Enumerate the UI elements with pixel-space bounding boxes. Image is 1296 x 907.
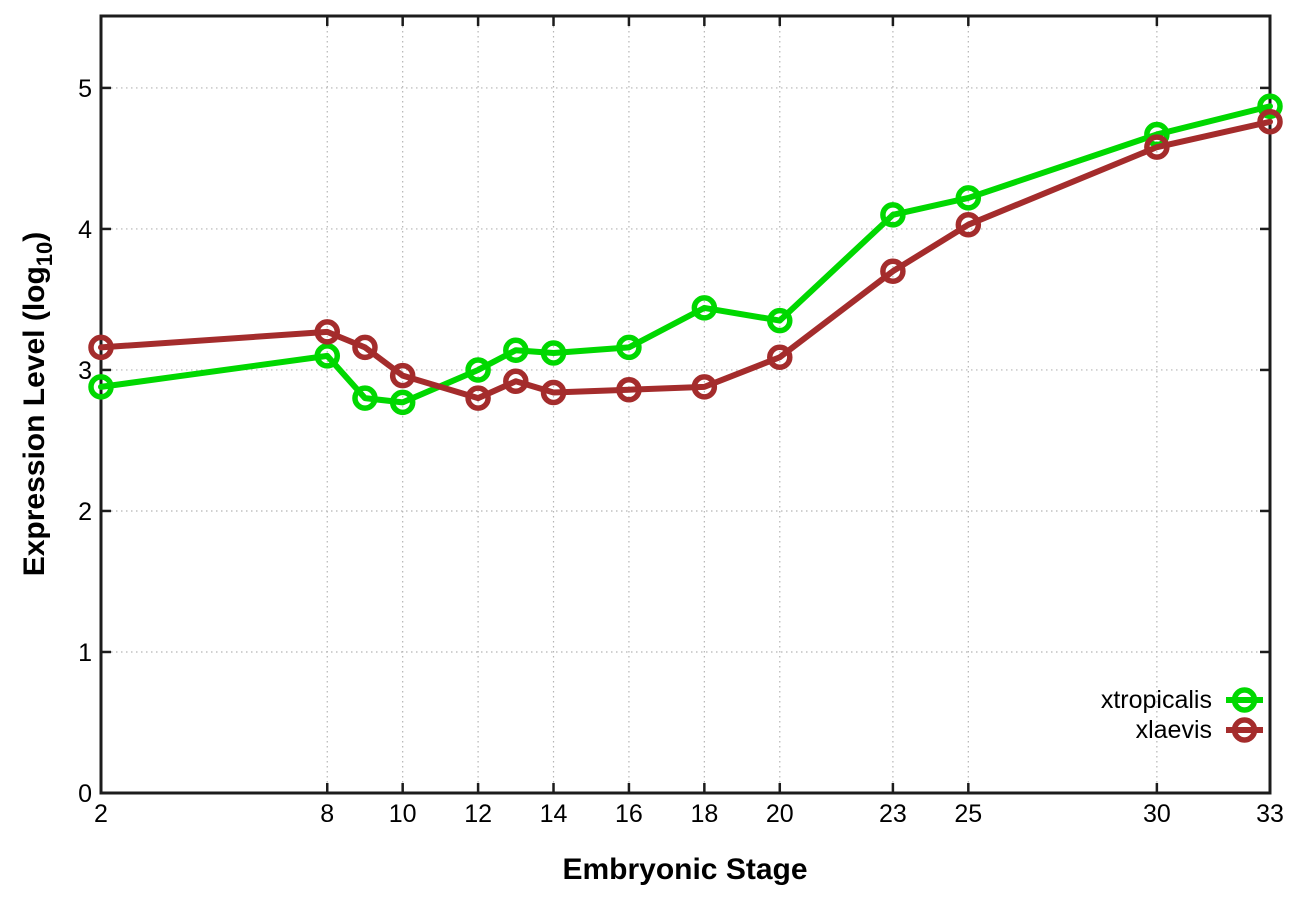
data-point-xlaevis-stage-10 [389,362,416,389]
data-point-xtropicalis-stage-14 [540,340,567,366]
x-tick-label-10: 10 [389,800,417,828]
x-tick-label-8: 8 [320,800,334,828]
data-point-xlaevis-stage-16 [616,376,642,403]
x-tick-label-2: 2 [94,800,108,828]
y-tick-label-0: 0 [78,780,92,808]
x-axis-title: Embryonic Stage [562,853,807,886]
y-axis-title-end: ) [18,232,51,242]
y-axis-title-main: Expression Level (log [18,266,51,576]
y-tick-label-5: 5 [78,75,92,103]
data-point-xlaevis-stage-14 [540,379,567,406]
grid-layer [101,16,1270,793]
data-point-xtropicalis-stage-9 [352,385,378,411]
data-point-xlaevis-stage-20 [767,344,793,371]
data-point-xtropicalis-stage-12 [465,357,491,383]
x-tick-label-30: 30 [1143,800,1171,828]
x-tick-label-25: 25 [954,800,982,828]
plot-border [99,14,1272,795]
y-tick-label-1: 1 [78,639,92,667]
data-point-xtropicalis-stage-10 [389,389,416,416]
legend-label-xlaevis: xlaevis [1136,716,1212,744]
data-point-xlaevis-stage-12 [465,385,491,411]
data-point-xlaevis-stage-33 [1257,109,1283,135]
x-tick-label-16: 16 [615,800,643,828]
y-tick-label-4: 4 [78,216,92,244]
axis-layer [99,14,1272,795]
data-point-xtropicalis-stage-23 [880,202,906,228]
y-axis-title-subscript: 10 [32,242,57,266]
x-tick-label-33: 33 [1256,800,1284,828]
x-tick-label-12: 12 [464,800,492,828]
legend-marker-xlaevis [1231,717,1258,743]
x-tick-label-18: 18 [690,800,718,828]
data-point-xlaevis-stage-2 [88,334,114,361]
data-point-xtropicalis-stage-33 [1257,93,1283,120]
data-point-xtropicalis-stage-20 [767,307,793,334]
series-line-xlaevis [98,118,1273,402]
data-point-xtropicalis-stage-8 [314,343,341,369]
legend-marker-xtropicalis [1231,687,1258,713]
data-point-xlaevis-stage-23 [880,258,906,284]
x-tick-label-23: 23 [879,800,907,828]
data-point-xtropicalis-stage-25 [955,185,982,211]
x-tick-label-20: 20 [766,800,794,828]
data-point-xlaevis-stage-13 [503,368,529,394]
data-point-xtropicalis-stage-2 [88,374,114,400]
data-point-xlaevis-stage-8 [314,319,341,345]
x-tick-label-14: 14 [540,800,568,828]
data-point-xlaevis-stage-25 [955,211,982,238]
series-line-xtropicalis [98,103,1273,406]
y-axis-title: Expression Level (log10) [18,232,57,577]
series-layer [88,93,1283,416]
y-tick-label-3: 3 [78,357,92,385]
data-point-xtropicalis-stage-18 [691,295,718,321]
legend-label-xtropicalis: xtropicalis [1101,686,1212,714]
data-point-xlaevis-stage-30 [1144,134,1170,160]
data-point-xtropicalis-stage-16 [616,334,642,361]
data-point-xlaevis-stage-9 [352,334,378,361]
data-point-xtropicalis-stage-13 [503,337,529,363]
y-tick-label-2: 2 [78,498,92,526]
data-point-xlaevis-stage-18 [691,374,718,400]
